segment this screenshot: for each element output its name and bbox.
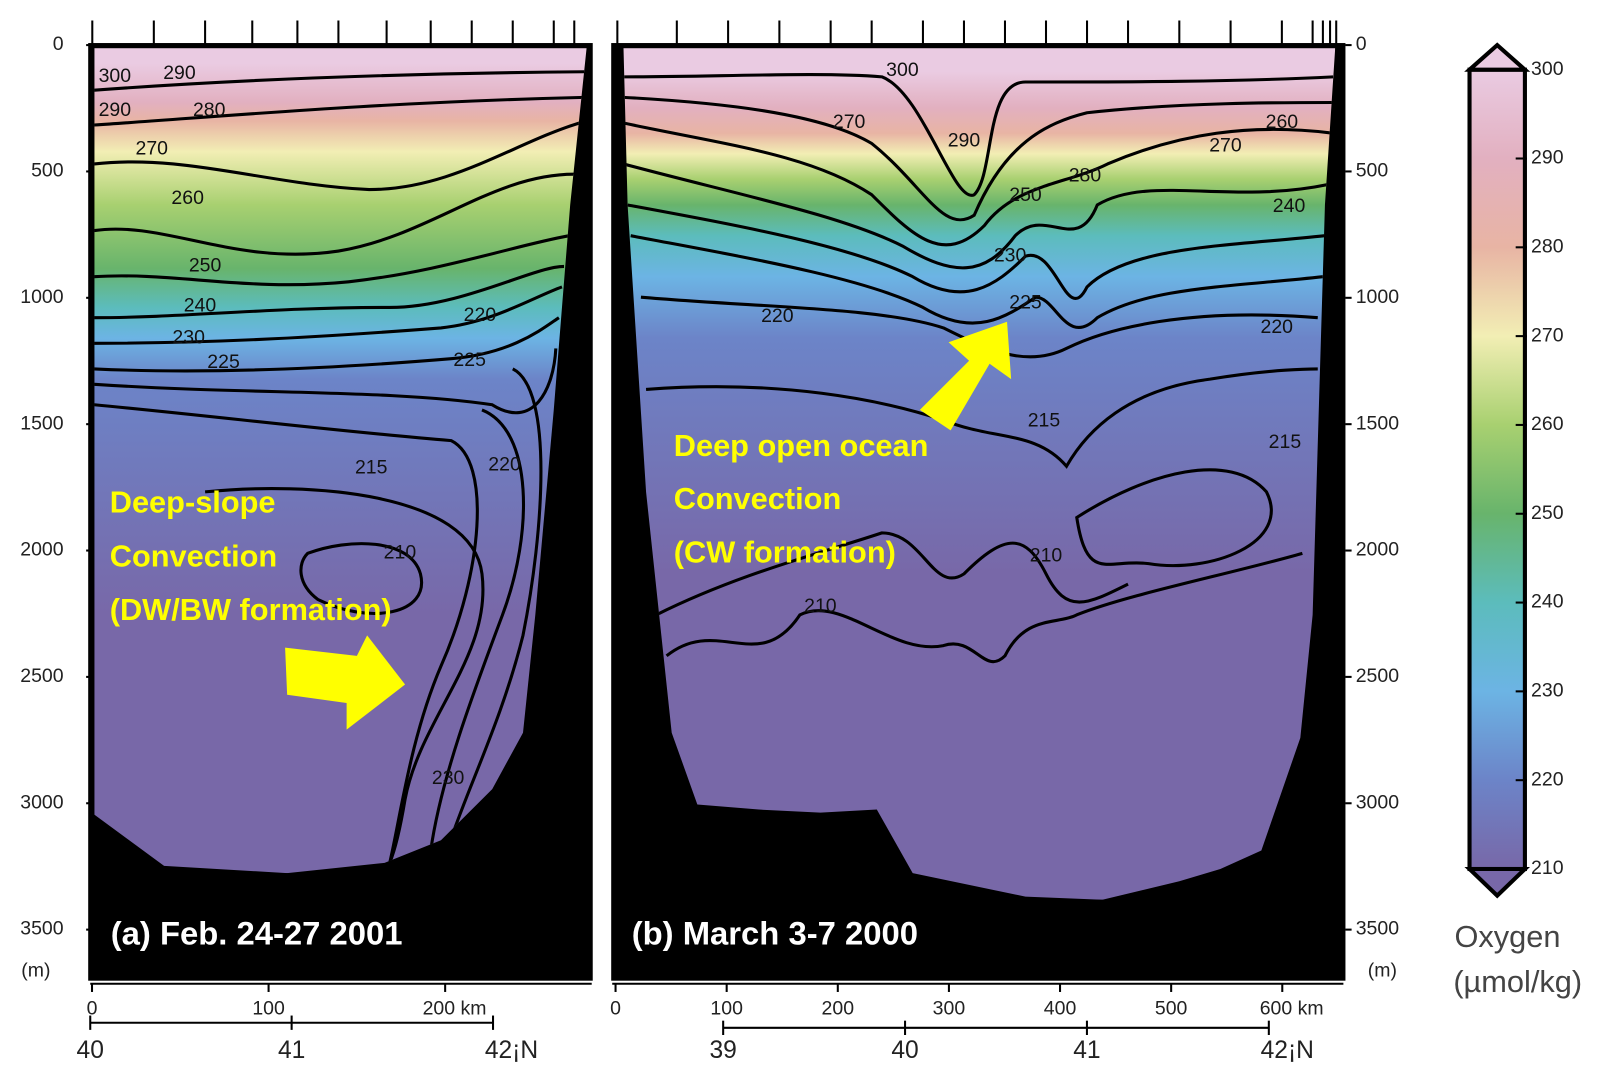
y-tick-label: 1500: [20, 412, 63, 434]
x-tick-label: 600 km: [1260, 998, 1324, 1020]
annotation: (CW formation): [674, 535, 896, 570]
lat-tick-label: 41: [1073, 1037, 1100, 1064]
lat-tick-label: 39: [709, 1037, 736, 1064]
contour-label: 290: [99, 99, 132, 121]
y-tick-label: 0: [53, 33, 64, 55]
y-tick-label: 1500: [1356, 412, 1399, 434]
y-tick-label: 1000: [1356, 286, 1399, 308]
colorbar-tick-label: 290: [1531, 147, 1564, 169]
y-tick-label: 0: [1356, 33, 1367, 55]
x-tick-label: 0: [87, 998, 98, 1020]
colorbar-tick-label: 260: [1531, 413, 1564, 435]
contour-label: 210: [384, 542, 417, 564]
panel-a-contours: [94, 70, 585, 864]
arrow: [285, 635, 406, 730]
contour-label: 225: [453, 349, 486, 371]
contour-label: 300: [886, 59, 919, 81]
panel-label: (a) Feb. 24-27 2001: [111, 914, 403, 951]
annotation: (DW/BW formation): [110, 592, 392, 627]
colorbar-tick-label: 240: [1531, 591, 1564, 613]
colorbar-extend: [1464, 42, 1531, 72]
y-tick-label: 2500: [20, 665, 63, 687]
contour-label: 260: [171, 187, 204, 209]
contour-label: 220: [1260, 316, 1293, 338]
contour-label: 210: [804, 595, 837, 617]
colorbar-tick-label: 220: [1531, 768, 1564, 790]
lat-tick-label: 42¡N: [485, 1037, 538, 1064]
x-tick-label: 100: [252, 998, 285, 1020]
annotation: Deep open ocean: [674, 428, 929, 463]
colorbar-title: (µmol/kg): [1453, 964, 1582, 999]
lat-tick-label: 42¡N: [1261, 1037, 1314, 1064]
colorbar-tick-label: 300: [1531, 58, 1564, 80]
y-tick-label: 3000: [1356, 791, 1399, 813]
x-tick-label: 500: [1155, 998, 1188, 1020]
contour-label: 300: [99, 65, 132, 87]
colorbar: [1467, 67, 1527, 872]
contour-label: 270: [833, 111, 866, 133]
x-tick-label: 100: [710, 998, 743, 1020]
arrow: [919, 321, 1012, 431]
x-tick-label: 300: [933, 998, 966, 1020]
contour-label: 225: [1009, 291, 1042, 313]
contour-label: 290: [948, 130, 981, 152]
y-tick-label: 3500: [20, 918, 63, 940]
x-tick-label: 200 km: [423, 998, 487, 1020]
contour-label: 290: [163, 62, 196, 84]
y-tick-label: 1000: [20, 286, 63, 308]
contour-label: 230: [172, 326, 205, 348]
contour-label: 280: [193, 99, 226, 121]
contour-label: 270: [1209, 135, 1242, 157]
contour-label: 215: [355, 456, 388, 478]
colorbar-extend: [1464, 866, 1530, 899]
y-unit: (m): [21, 960, 50, 982]
annotation: Deep-slope: [110, 484, 276, 519]
contour-label: 225: [207, 351, 240, 373]
y-tick-label: 3500: [1356, 918, 1399, 940]
y-tick-label: 2500: [1356, 665, 1399, 687]
y-tick-label: 3000: [20, 791, 63, 813]
y-tick-label: 2000: [20, 539, 63, 561]
x-tick-label: 0: [610, 998, 621, 1020]
y-tick-label: 2000: [1356, 539, 1399, 561]
contour-label: 240: [1273, 195, 1306, 217]
contour-label: 280: [1069, 164, 1102, 186]
contour-label: 220: [464, 304, 497, 326]
lat-tick-label: 41: [278, 1037, 305, 1064]
contour-label: 240: [184, 295, 217, 317]
contour-label: 250: [1009, 184, 1042, 206]
contour-label: 220: [488, 453, 521, 475]
x-tick-label: 400: [1044, 998, 1077, 1020]
annotation: Convection: [674, 481, 841, 516]
panel-label: (b) March 3-7 2000: [632, 914, 918, 951]
contour-label: 215: [1269, 431, 1302, 453]
contour-label: 250: [189, 255, 222, 277]
y-tick-label: 500: [1356, 160, 1389, 182]
colorbar-title: Oxygen: [1454, 919, 1560, 954]
colorbar-tick-label: 280: [1531, 235, 1564, 257]
panel-a-field: [94, 48, 587, 874]
y-unit: (m): [1368, 960, 1397, 982]
lat-tick-label: 40: [891, 1037, 918, 1064]
contour-label: 230: [994, 244, 1027, 266]
x-tick-label: 200: [822, 998, 855, 1020]
contour-label: 230: [432, 767, 465, 789]
colorbar-tick-label: 250: [1531, 502, 1564, 524]
contour-label: 215: [1028, 409, 1061, 431]
colorbar-tick-label: 210: [1531, 857, 1564, 879]
contour-label: 220: [761, 305, 794, 327]
lat-tick-label: 40: [77, 1037, 104, 1064]
colorbar-tick-label: 230: [1531, 680, 1564, 702]
annotation: Convection: [110, 539, 277, 574]
contour-label: 210: [1030, 545, 1063, 567]
colorbar-tick-label: 270: [1531, 324, 1564, 346]
y-tick-label: 500: [31, 160, 64, 182]
contour-label: 260: [1266, 111, 1299, 133]
contour-label: 270: [136, 138, 169, 160]
